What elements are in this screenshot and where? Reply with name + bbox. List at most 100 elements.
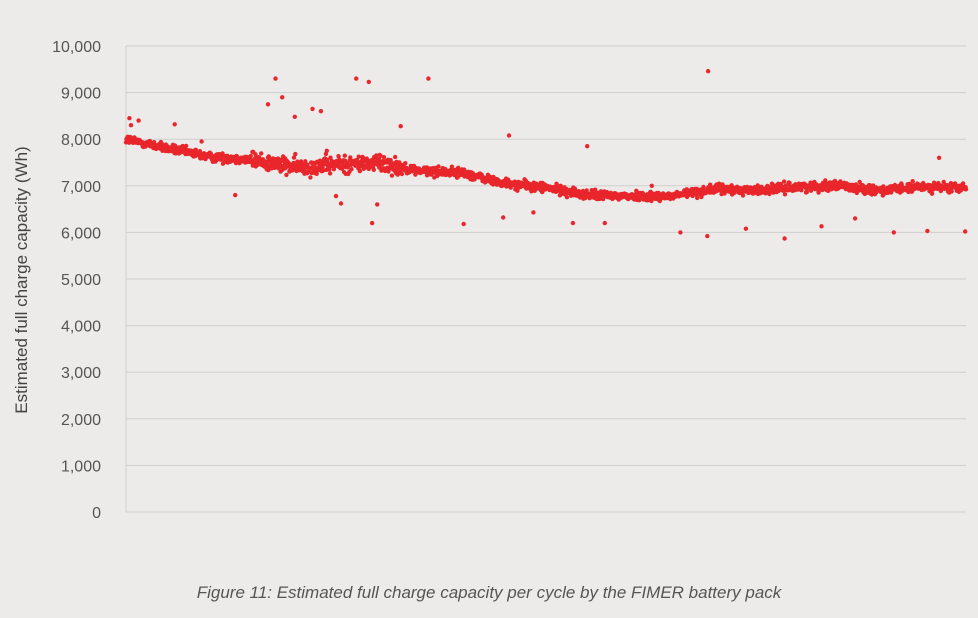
data-point bbox=[705, 233, 710, 239]
y-tick-label: 8,000 bbox=[61, 132, 101, 149]
data-point bbox=[253, 152, 258, 157]
y-axis-title: Estimated full charge capacity (Wh) bbox=[12, 146, 31, 413]
data-point bbox=[634, 189, 639, 194]
y-tick-label: 3,000 bbox=[61, 365, 101, 382]
data-point bbox=[280, 95, 285, 100]
data-point bbox=[743, 226, 749, 231]
data-point bbox=[501, 215, 506, 220]
data-point bbox=[716, 181, 722, 186]
y-tick-label: 10,000 bbox=[52, 39, 101, 56]
data-point bbox=[941, 179, 946, 185]
data-point bbox=[349, 167, 354, 172]
data-point bbox=[929, 191, 935, 196]
data-point bbox=[265, 102, 271, 107]
data-point bbox=[531, 210, 536, 215]
data-point bbox=[949, 189, 954, 194]
data-point bbox=[529, 189, 534, 194]
data-point bbox=[314, 171, 319, 176]
data-point bbox=[705, 69, 711, 74]
data-point bbox=[963, 229, 968, 234]
data-point bbox=[320, 168, 326, 173]
gridlines bbox=[125, 45, 966, 513]
data-point bbox=[781, 179, 787, 184]
data-point bbox=[816, 190, 821, 195]
data-point bbox=[823, 178, 828, 183]
data-point bbox=[506, 133, 512, 138]
data-point bbox=[248, 153, 253, 159]
y-tick-label: 7,000 bbox=[61, 179, 101, 196]
data-point bbox=[782, 192, 788, 197]
data-point bbox=[570, 220, 576, 226]
data-point bbox=[291, 155, 297, 160]
data-point bbox=[325, 157, 330, 163]
data-point bbox=[925, 228, 930, 234]
data-point bbox=[436, 164, 441, 169]
data-point bbox=[136, 118, 141, 123]
data-point bbox=[782, 236, 787, 241]
data-point bbox=[960, 181, 966, 186]
data-point bbox=[354, 76, 359, 81]
data-point bbox=[678, 230, 683, 235]
data-point bbox=[128, 123, 134, 128]
data-point bbox=[584, 188, 589, 193]
data-point bbox=[389, 173, 395, 178]
data-point bbox=[348, 155, 353, 160]
data-point bbox=[320, 165, 325, 170]
y-tick-label: 6,000 bbox=[61, 225, 101, 242]
data-point bbox=[342, 153, 347, 158]
data-point bbox=[273, 76, 278, 81]
data-point bbox=[284, 172, 289, 178]
data-point bbox=[381, 155, 387, 160]
data-point bbox=[564, 195, 570, 200]
data-point bbox=[891, 230, 896, 235]
data-point bbox=[755, 183, 760, 188]
data-point bbox=[461, 221, 466, 227]
data-point bbox=[449, 164, 455, 169]
data-point bbox=[399, 171, 405, 177]
data-point bbox=[333, 193, 339, 199]
data-point bbox=[310, 106, 315, 112]
data-point bbox=[293, 151, 298, 157]
y-tick-label: 4,000 bbox=[61, 319, 101, 336]
data-point bbox=[327, 171, 333, 176]
data-point bbox=[889, 190, 894, 195]
data-point bbox=[740, 193, 746, 198]
y-tick-label: 1,000 bbox=[61, 458, 101, 475]
data-point bbox=[303, 159, 308, 164]
data-point bbox=[199, 139, 204, 144]
data-point bbox=[852, 216, 858, 221]
data-point bbox=[819, 224, 824, 229]
y-tick-label: 5,000 bbox=[61, 272, 101, 289]
y-tick-label: 0 bbox=[92, 505, 101, 522]
data-point bbox=[357, 168, 363, 174]
data-point bbox=[393, 154, 398, 160]
data-point bbox=[695, 195, 700, 201]
data-point bbox=[787, 180, 792, 186]
data-point bbox=[151, 140, 157, 145]
data-point bbox=[649, 183, 654, 188]
data-point bbox=[936, 155, 942, 160]
data-point bbox=[292, 114, 297, 120]
data-point bbox=[910, 179, 915, 184]
data-point bbox=[233, 192, 238, 198]
data-point bbox=[336, 154, 341, 159]
data-point bbox=[403, 161, 408, 166]
data-point bbox=[378, 153, 383, 158]
data-point bbox=[799, 188, 804, 193]
data-point bbox=[881, 184, 886, 189]
y-axis-ticks: 0 1,000 2,000 3,000 4,000 5,000 6,000 7,000 8,00… bbox=[52, 39, 101, 522]
data-point bbox=[366, 79, 371, 85]
data-point bbox=[327, 167, 332, 172]
data-point bbox=[371, 167, 376, 172]
data-point bbox=[338, 201, 344, 206]
data-point bbox=[600, 196, 606, 202]
data-point bbox=[183, 143, 189, 149]
data-point bbox=[375, 202, 380, 207]
data-point bbox=[602, 220, 607, 226]
data-point bbox=[127, 116, 132, 121]
data-point bbox=[324, 148, 329, 153]
data-point bbox=[388, 157, 393, 163]
data-point bbox=[369, 220, 375, 226]
data-point bbox=[963, 187, 969, 192]
